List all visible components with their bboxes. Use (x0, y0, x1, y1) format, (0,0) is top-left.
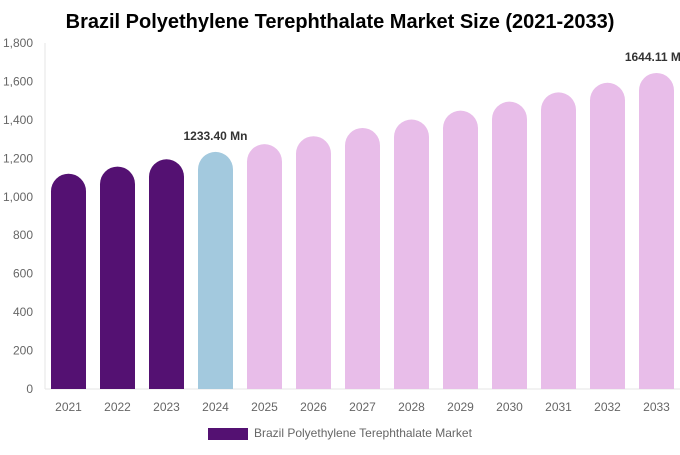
legend-swatch (208, 428, 248, 440)
y-tick-label: 800 (13, 228, 33, 242)
y-tick-label: 600 (13, 267, 33, 281)
y-tick-label: 0 (26, 382, 33, 396)
x-tick-label: 2025 (251, 400, 278, 414)
x-tick-label: 2031 (545, 400, 572, 414)
x-tick-label: 2029 (447, 400, 474, 414)
bar-2032 (590, 82, 625, 389)
bar-2030 (492, 101, 527, 389)
y-tick-label: 1,000 (3, 190, 33, 204)
legend: Brazil Polyethylene Terephthalate Market (208, 426, 473, 440)
x-tick-label: 2032 (594, 400, 621, 414)
bar-2031 (541, 92, 576, 389)
bar-2027 (345, 127, 380, 390)
bar-2026 (296, 136, 331, 389)
x-tick-label: 2028 (398, 400, 425, 414)
legend-label: Brazil Polyethylene Terephthalate Market (254, 426, 473, 440)
x-tick-label: 2024 (202, 400, 229, 414)
y-tick-label: 400 (13, 305, 33, 319)
bar-2022 (100, 166, 135, 389)
x-tick-label: 2027 (349, 400, 376, 414)
x-tick-label: 2026 (300, 400, 327, 414)
bar-2025 (247, 144, 282, 389)
data-label-2033: 1644.11 Mn (625, 50, 680, 64)
bar-2028 (394, 119, 429, 389)
x-tick-label: 2021 (55, 400, 82, 414)
x-tick-label: 2022 (104, 400, 131, 414)
y-tick-label: 200 (13, 344, 33, 358)
bar-2024 (198, 151, 233, 389)
bar-2021 (51, 173, 86, 389)
bar-2033 (639, 72, 674, 390)
y-tick-label: 1,800 (3, 36, 33, 50)
chart-title: Brazil Polyethylene Terephthalate Market… (66, 11, 615, 33)
data-label-2024: 1233.40 Mn (183, 129, 247, 143)
bar-2023 (149, 159, 184, 389)
y-tick-label: 1,600 (3, 74, 33, 88)
y-tick-label: 1,200 (3, 151, 33, 165)
x-tick-label: 2023 (153, 400, 180, 414)
y-tick-label: 1,400 (3, 113, 33, 127)
bar-2029 (443, 110, 478, 389)
x-tick-label: 2033 (643, 400, 670, 414)
x-tick-label: 2030 (496, 400, 523, 414)
